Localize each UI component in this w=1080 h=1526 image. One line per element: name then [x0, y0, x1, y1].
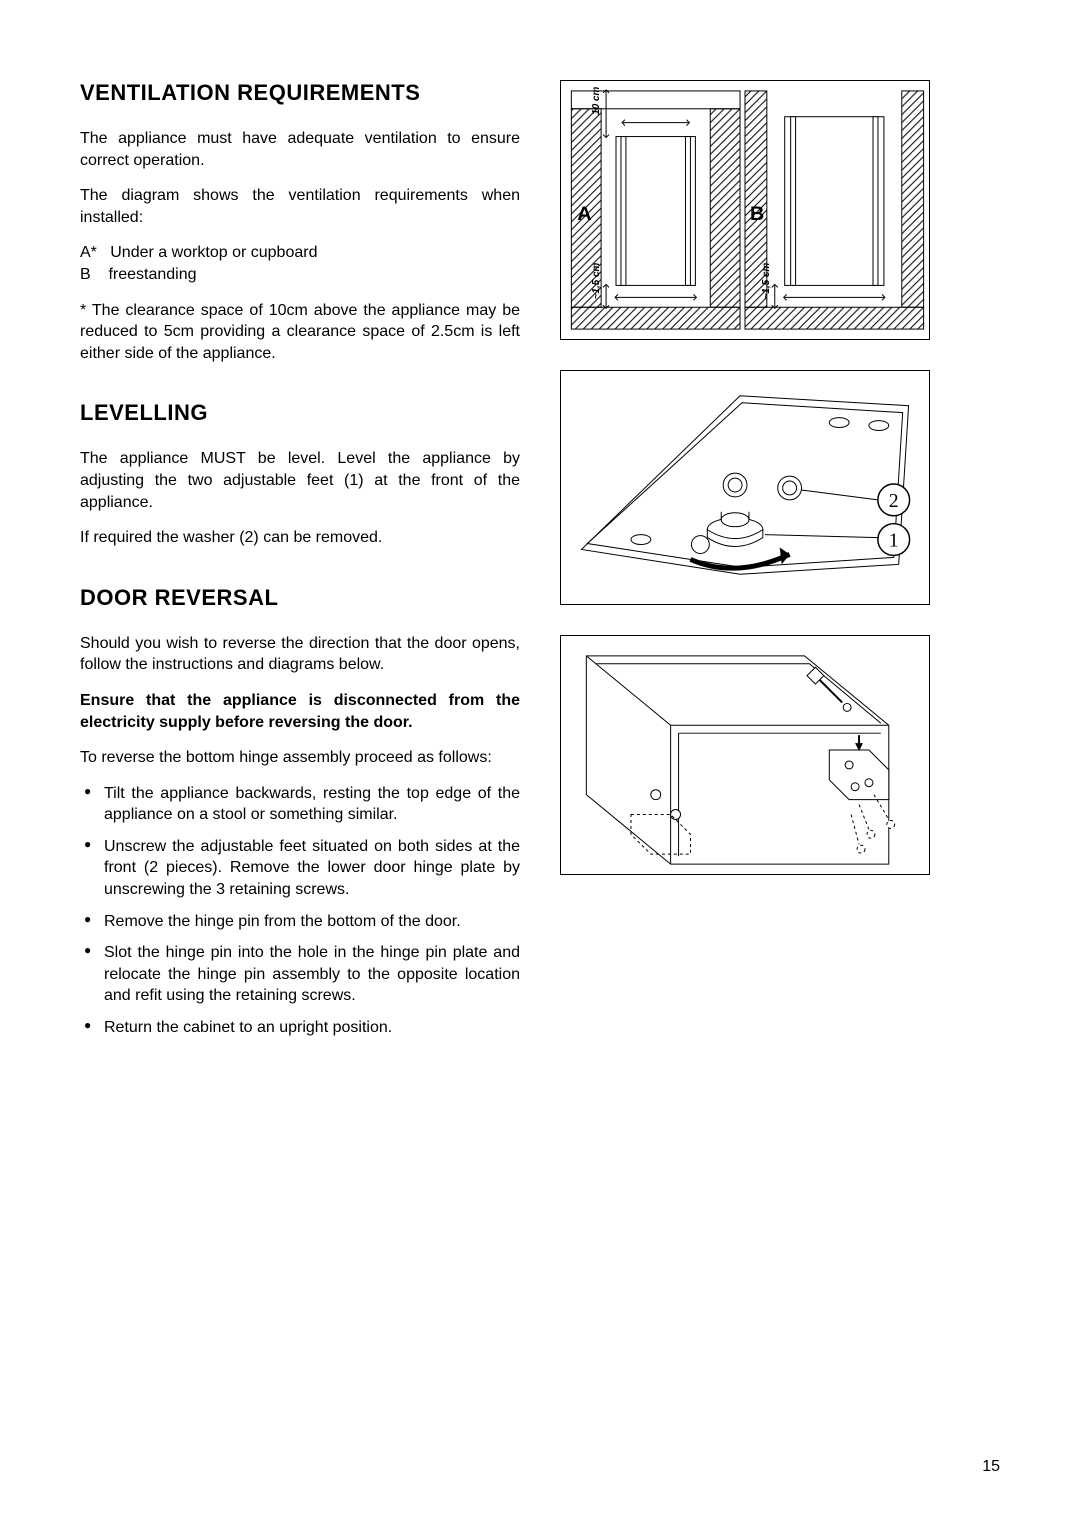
diagram-label-b: B: [750, 203, 764, 225]
door-heading: DOOR REVERSAL: [80, 585, 520, 611]
door-step-2: Unscrew the adjustable feet situated on …: [80, 836, 520, 901]
door-step-1: Tilt the appliance backwards, resting th…: [80, 783, 520, 826]
door-hinge-diagram: [560, 635, 930, 875]
ventilation-p2: The diagram shows the ventilation requir…: [80, 185, 520, 228]
door-step-4: Slot the hinge pin into the hole in the …: [80, 942, 520, 1007]
levelling-p1: The appliance MUST be level. Level the a…: [80, 448, 520, 513]
dim-1-5cm-b: ~1,5 cm: [761, 262, 772, 299]
callout-2: 2: [889, 490, 899, 512]
dim-1-5cm-a: ~1,5 cm: [591, 262, 602, 299]
door-step-5: Return the cabinet to an upright positio…: [80, 1017, 520, 1039]
ventilation-def-a: A* Under a worktop or cupboard: [80, 242, 520, 264]
door-p1: Should you wish to reverse the direction…: [80, 633, 520, 676]
callout-1: 1: [889, 529, 899, 551]
diagram-column: 10 cm ~1,5 cm A: [560, 80, 930, 1075]
door-step-3: Remove the hinge pin from the bottom of …: [80, 911, 520, 933]
ventilation-def-b: B freestanding: [80, 264, 520, 286]
levelling-p2: If required the washer (2) can be remove…: [80, 527, 520, 549]
door-warning: Ensure that the appliance is disconnecte…: [80, 690, 520, 733]
door-p2: To reverse the bottom hinge assembly pro…: [80, 747, 520, 769]
ventilation-heading: VENTILATION REQUIREMENTS: [80, 80, 520, 106]
ventilation-note: * The clearance space of 10cm above the …: [80, 300, 520, 365]
text-column: VENTILATION REQUIREMENTS The appliance m…: [80, 80, 520, 1075]
ventilation-section: VENTILATION REQUIREMENTS The appliance m…: [80, 80, 520, 364]
levelling-heading: LEVELLING: [80, 400, 520, 426]
ventilation-diagram: 10 cm ~1,5 cm A: [560, 80, 930, 340]
door-reversal-section: DOOR REVERSAL Should you wish to reverse…: [80, 585, 520, 1039]
ventilation-def-list: A* Under a worktop or cupboard B freesta…: [80, 242, 520, 285]
page-number: 15: [982, 1458, 1000, 1476]
ventilation-p1: The appliance must have adequate ventila…: [80, 128, 520, 171]
diagram-label-a: A: [577, 203, 591, 225]
levelling-diagram: 1 2: [560, 370, 930, 605]
door-steps-list: Tilt the appliance backwards, resting th…: [80, 783, 520, 1039]
dim-10cm: 10 cm: [591, 86, 602, 114]
levelling-section: LEVELLING The appliance MUST be level. L…: [80, 400, 520, 548]
